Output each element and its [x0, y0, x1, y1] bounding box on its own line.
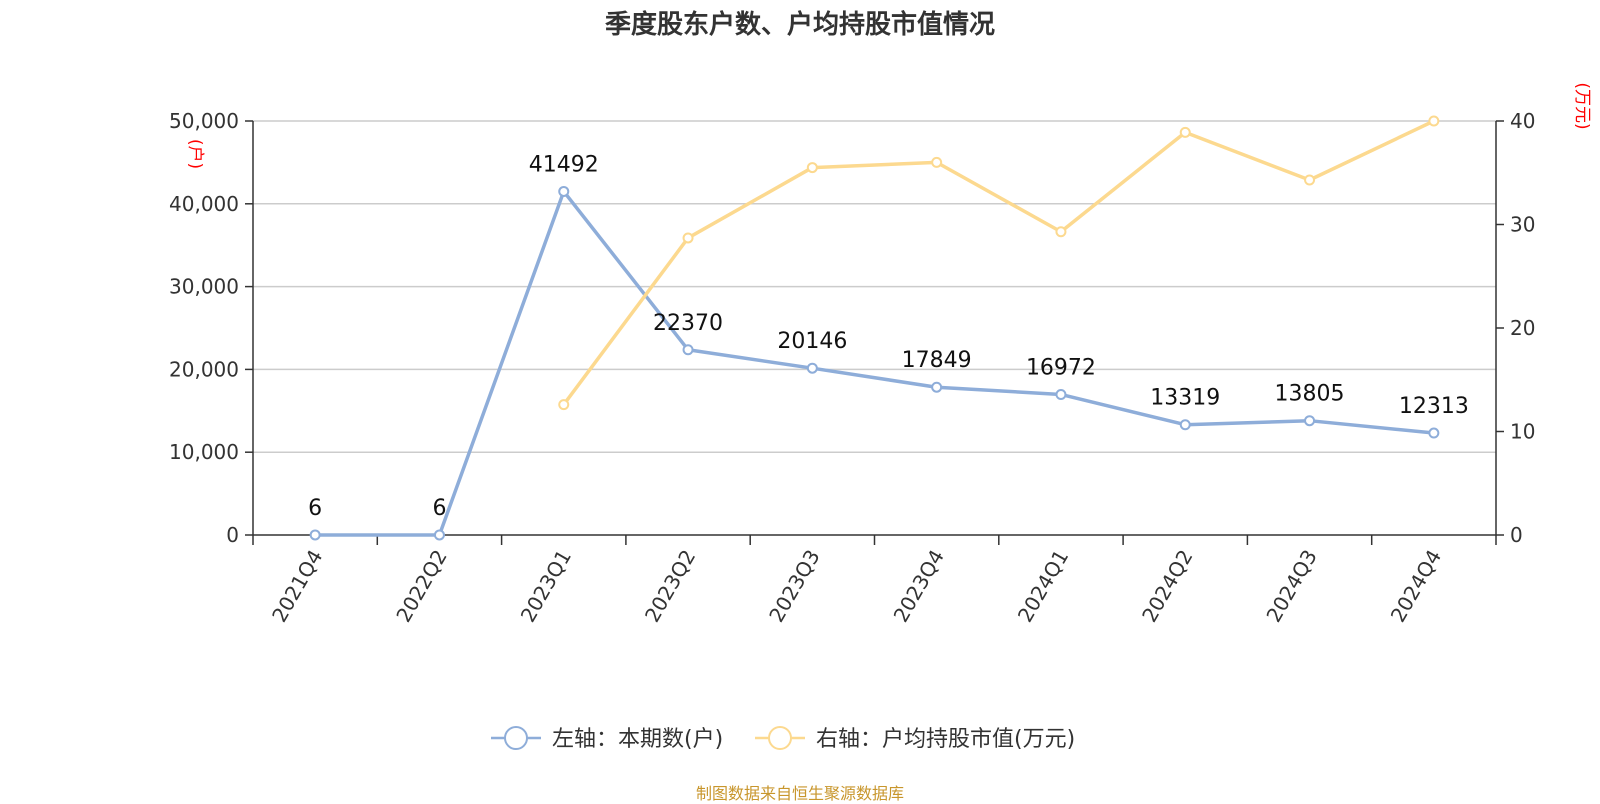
legend-label: 左轴：本期数(户)	[552, 727, 723, 752]
right-series-point[interactable]	[806, 162, 818, 174]
y-right-tick-label: 20	[1510, 316, 1535, 340]
gridlines	[253, 120, 1496, 453]
x-tick-label: 2023Q1	[516, 546, 576, 627]
data-label: 13805	[1275, 382, 1345, 407]
right-series-point[interactable]	[1179, 126, 1191, 138]
x-tick-label: 2023Q4	[889, 546, 949, 627]
y-left-tick-label: 20,000	[169, 357, 239, 381]
y-left-unit-label: (户)	[185, 139, 205, 169]
data-label: 41492	[529, 152, 599, 177]
left-series-point[interactable]	[1179, 419, 1191, 431]
right-series-point[interactable]	[931, 156, 943, 168]
left-series-line	[315, 189, 1435, 537]
x-tick-label: 2022Q2	[391, 546, 451, 627]
x-tick-label: 2023Q3	[764, 546, 824, 627]
right-series-line	[562, 119, 1435, 406]
y-left-tick-label: 10,000	[169, 440, 239, 464]
right-series-point[interactable]	[682, 232, 694, 244]
right-series-point[interactable]	[558, 399, 570, 411]
left-series-point[interactable]	[1428, 427, 1440, 439]
y-right-tick-label: 30	[1510, 213, 1535, 237]
legend-swatch-marker	[504, 726, 528, 750]
data-label: 12313	[1399, 394, 1469, 419]
left-series-point[interactable]	[558, 185, 570, 197]
left-series-point[interactable]	[1055, 388, 1067, 400]
x-tick-label: 2024Q4	[1386, 546, 1446, 627]
legend[interactable]: 左轴：本期数(户) 右轴：户均持股市值(万元)	[491, 726, 1075, 752]
data-label: 22370	[653, 311, 723, 336]
legend-label: 右轴：户均持股市值(万元)	[816, 727, 1075, 752]
data-labels: 6 6 41492 22370 20146 17849 16972 13319 13805 123…	[308, 152, 1469, 521]
y-left-tick-label: 0	[226, 523, 239, 547]
data-label: 17849	[902, 348, 972, 373]
x-tick-label: 2024Q1	[1013, 546, 1073, 627]
y-right-tick-label: 0	[1510, 523, 1523, 547]
right-series-point[interactable]	[1304, 174, 1316, 186]
legend-item-left[interactable]: 左轴：本期数(户)	[491, 726, 723, 752]
data-label: 13319	[1150, 386, 1220, 411]
legend-swatch-marker	[768, 726, 792, 750]
x-tick-label: 2023Q2	[640, 546, 700, 627]
y-left-tick-label: 50,000	[169, 109, 239, 133]
data-label: 6	[432, 496, 446, 521]
y-right-tick-label: 10	[1510, 420, 1535, 444]
x-tick-label: 2024Q3	[1261, 546, 1321, 627]
chart-title: 季度股东户数、户均持股市值情况	[604, 10, 995, 40]
left-series-point[interactable]	[309, 529, 321, 541]
left-series-point[interactable]	[433, 529, 445, 541]
left-series-point[interactable]	[1304, 415, 1316, 427]
x-tick-label: 2024Q2	[1137, 546, 1197, 627]
source-note: 制图数据来自恒生聚源数据库	[695, 784, 904, 803]
data-label: 16972	[1026, 355, 1096, 380]
left-series-point[interactable]	[806, 362, 818, 374]
right-series-point[interactable]	[1428, 115, 1440, 127]
y-right-tick-label: 40	[1510, 109, 1535, 133]
legend-item-right[interactable]: 右轴：户均持股市值(万元)	[755, 726, 1075, 752]
y-right-unit-label: (万元)	[1572, 82, 1592, 129]
left-series-point[interactable]	[931, 381, 943, 393]
series	[309, 115, 1440, 541]
right-series-point[interactable]	[1055, 226, 1067, 238]
y-left-tick-label: 40,000	[169, 192, 239, 216]
y-left-tick-label: 30,000	[169, 275, 239, 299]
data-label: 20146	[777, 329, 847, 354]
x-tick-label: 2021Q4	[267, 546, 327, 627]
data-label: 6	[308, 496, 322, 521]
left-series-point[interactable]	[682, 344, 694, 356]
